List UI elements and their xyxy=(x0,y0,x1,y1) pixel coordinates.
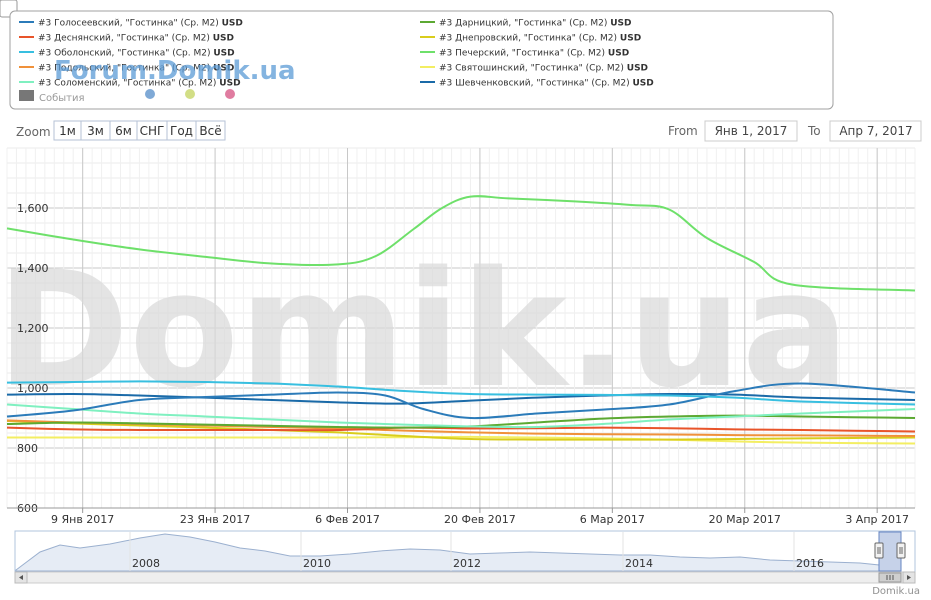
x-tick-label: 6 Фев 2017 xyxy=(315,513,380,526)
series-line[interactable] xyxy=(6,382,916,420)
legend-label: #3 Подольский, "Гостинка" (Ср. М2) USD xyxy=(38,64,234,74)
y-tick-label: 1,600 xyxy=(17,202,49,215)
to-input[interactable]: Апр 7, 2017 xyxy=(839,124,912,138)
zoom-button-label: 1м xyxy=(59,124,76,138)
navigator-series xyxy=(15,533,880,572)
scrollbar-grip-icon xyxy=(886,575,894,580)
navigator-year-label: 2014 xyxy=(625,557,653,570)
grid xyxy=(6,147,916,509)
legend-label: #3 Шевченковский, "Гостинка" (Ср. М2) US… xyxy=(439,79,654,89)
legend-item[interactable]: #3 Голосеевский, "Гостинка" (Ср. М2) USD xyxy=(19,19,243,29)
legend-label: #3 Печерский, "Гостинка" (Ср. М2) USD xyxy=(439,49,629,59)
series-line[interactable] xyxy=(6,392,916,405)
legend-box xyxy=(9,10,834,110)
x-tick-label: 3 Апр 2017 xyxy=(845,513,909,526)
arrow-left-icon xyxy=(19,575,23,580)
series-line[interactable] xyxy=(6,403,916,429)
series-line[interactable] xyxy=(7,435,916,445)
series-line[interactable] xyxy=(6,195,916,292)
legend-item[interactable]: #3 Деснянский, "Гостинка" (Ср. М2) USD xyxy=(19,34,234,44)
x-tick-label: 9 Янв 2017 xyxy=(51,513,114,526)
legend-label: #3 Деснянский, "Гостинка" (Ср. М2) USD xyxy=(38,34,234,44)
x-tick-label: 6 Мар 2017 xyxy=(580,513,645,526)
legend-item[interactable]: #3 Соломенский, "Гостинка" (Ср. М2) USD xyxy=(19,79,241,89)
navigator-year-label: 2016 xyxy=(796,557,824,570)
event-dots xyxy=(145,89,235,99)
legend-label: #3 Днепровский, "Гостинка" (Ср. М2) USD xyxy=(439,34,641,44)
legend-item[interactable]: #3 Подольский, "Гостинка" (Ср. М2) USD xyxy=(19,64,234,74)
x-tick-label: 20 Мар 2017 xyxy=(709,513,781,526)
y-tick-label: 1,000 xyxy=(17,382,49,395)
zoom-button[interactable]: Год xyxy=(166,120,197,141)
legend-label: #3 Соломенский, "Гостинка" (Ср. М2) USD xyxy=(38,79,241,89)
zoom-label: Zoom xyxy=(16,125,51,139)
zoom-button[interactable]: СНГ xyxy=(136,120,168,141)
legend-label: #3 Оболонский, "Гостинка" (Ср. М2) USD xyxy=(38,49,235,59)
legend-label: #3 Дарницкий, "Гостинка" (Ср. М2) USD xyxy=(439,19,631,29)
legend-label: #3 Голосеевский, "Гостинка" (Ср. М2) USD xyxy=(38,19,243,29)
y-tick-label: 1,400 xyxy=(17,262,49,275)
y-tick-label: 800 xyxy=(17,442,38,455)
zoom-button-label: СНГ xyxy=(140,124,165,138)
navigator-year-label: 2010 xyxy=(303,557,331,570)
to-label: To xyxy=(807,124,821,138)
zoom-button-label: 6м xyxy=(115,124,132,138)
scrollbar-track[interactable] xyxy=(14,571,916,584)
navigator-handle-right[interactable] xyxy=(896,542,906,559)
arrow-right-icon xyxy=(907,575,911,580)
zoom-buttons: 1м 3м 6м СНГ Год Всё xyxy=(53,120,226,141)
navigator-year-label: 2012 xyxy=(453,557,481,570)
navigator-handle-left[interactable] xyxy=(874,542,884,559)
legend-label: #3 Святошинский, "Гостинка" (Ср. М2) USD xyxy=(439,64,648,74)
legend-item[interactable]: #3 Шевченковский, "Гостинка" (Ср. М2) US… xyxy=(420,79,654,89)
event-dot[interactable] xyxy=(185,89,195,99)
zoom-button-label: Всё xyxy=(199,124,221,138)
navigator-years: 2008 2010 2012 2014 2016 xyxy=(129,532,824,571)
legend-item[interactable]: #3 Святошинский, "Гостинка" (Ср. М2) USD xyxy=(420,64,648,74)
events-swatch[interactable] xyxy=(19,90,34,101)
from-input-box[interactable] xyxy=(704,120,798,142)
x-tick-label: 20 Фев 2017 xyxy=(444,513,516,526)
zoom-button[interactable]: 1м xyxy=(53,120,82,141)
event-dot[interactable] xyxy=(225,89,235,99)
from-input[interactable]: Янв 1, 2017 xyxy=(715,124,788,138)
zoom-button-label: Год xyxy=(170,124,193,138)
scrollbar-thumb[interactable] xyxy=(878,572,902,583)
scrollbar-arrow-left[interactable] xyxy=(14,571,28,584)
navigator-year-label: 2008 xyxy=(132,557,160,570)
zoom-button[interactable]: 3м xyxy=(80,120,111,141)
series-lines xyxy=(6,195,916,445)
zoom-button[interactable]: Всё xyxy=(195,120,226,141)
series-line[interactable] xyxy=(6,380,916,406)
zoom-button-label: 3м xyxy=(87,124,104,138)
legend-item[interactable]: #3 Днепровский, "Гостинка" (Ср. М2) USD xyxy=(420,34,641,44)
events-label[interactable]: События xyxy=(39,93,85,104)
event-dot[interactable] xyxy=(145,89,155,99)
x-axis: 9 Янв 2017 23 Янв 2017 6 Фев 2017 20 Фев 20… xyxy=(7,507,915,526)
zoom-button[interactable]: 6м xyxy=(109,120,138,141)
legend-item[interactable]: #3 Дарницкий, "Гостинка" (Ср. М2) USD xyxy=(420,19,631,29)
from-label: From xyxy=(668,124,698,138)
y-tick-label: 1,200 xyxy=(17,322,49,335)
legend: #3 Голосеевский, "Гостинка" (Ср. М2) USD… xyxy=(19,19,654,89)
series-line[interactable] xyxy=(6,420,916,441)
x-tick-label: 23 Янв 2017 xyxy=(180,513,250,526)
scrollbar-arrow-right[interactable] xyxy=(902,571,916,584)
credit-link[interactable]: Domik.ua xyxy=(872,586,920,597)
legend-item[interactable]: #3 Печерский, "Гостинка" (Ср. М2) USD xyxy=(420,49,629,59)
legend-item[interactable]: #3 Оболонский, "Гостинка" (Ср. М2) USD xyxy=(19,49,235,59)
watermark-forum: Forum.Domik.ua xyxy=(54,56,296,86)
to-input-box[interactable] xyxy=(829,120,922,142)
